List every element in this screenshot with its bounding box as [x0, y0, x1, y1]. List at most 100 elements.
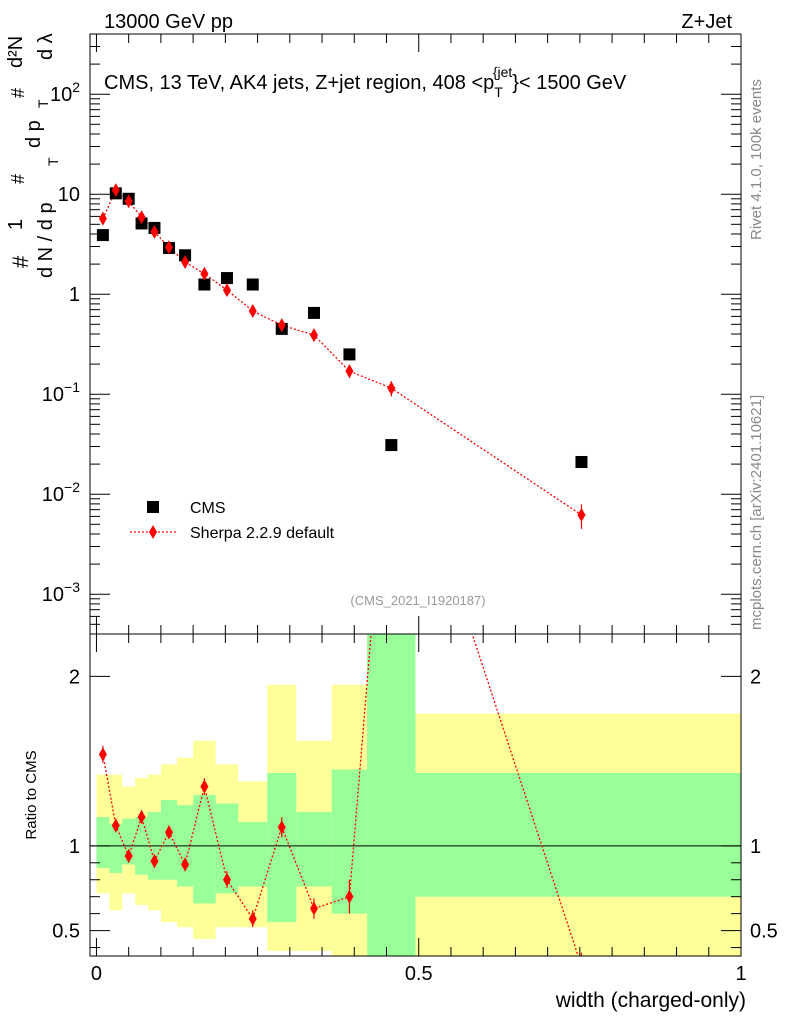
- y-axis-label: # 1 d N / d p T # d p T # d²N d λ: [5, 33, 61, 278]
- uncertainty-bands: [96, 634, 741, 956]
- y-label-hash-3: #: [8, 88, 28, 98]
- y-tick-label: 10−3: [42, 579, 80, 606]
- y-tick-label-exponent: 2: [72, 79, 80, 95]
- sherpa-point: [222, 283, 231, 298]
- inner-uncertainty-band: [415, 772, 741, 897]
- inner-uncertainty-band: [296, 811, 332, 887]
- inner-uncertainty-band: [267, 772, 297, 923]
- sherpa-point: [387, 381, 396, 396]
- ratio-point: [200, 779, 209, 794]
- y-label-den2: d p: [23, 120, 45, 148]
- y-label-hash-2: #: [8, 174, 28, 184]
- ratio-y-tick-label-right: 2: [750, 666, 761, 688]
- y-tick-label-mantissa: 10: [42, 384, 64, 406]
- ratio-point: [111, 818, 120, 833]
- chart-title-prefix: CMS, 13 TeV, AK4 jets, Z+jet region, 408…: [104, 72, 494, 94]
- ratio-point: [277, 820, 286, 835]
- ratio-frame: [89, 633, 742, 957]
- ratio-point: [181, 857, 190, 872]
- ratio-y-tick-label: 1: [69, 836, 80, 858]
- y-label-one: 1: [5, 219, 27, 230]
- ratio-point: [98, 747, 107, 762]
- y-tick-label-mantissa: 1: [69, 284, 80, 306]
- inner-uncertainty-band: [160, 800, 178, 880]
- legend-cms-label: CMS: [190, 500, 226, 517]
- chart-title-suffix: }< 1500 GeV: [512, 72, 627, 94]
- x-tick-label: 1: [735, 963, 746, 985]
- ratio-point: [248, 911, 257, 926]
- y-label-dlambda: d λ: [35, 33, 57, 60]
- main-plot-panel: 13000 GeV pp Z+Jet CMS, 13 TeV, AK4 jets…: [5, 11, 742, 635]
- legend: CMS Sherpa 2.2.9 default: [130, 500, 335, 542]
- y-tick-label-exponent: −3: [64, 579, 80, 595]
- ratio-y-tick-label-right: 1: [750, 836, 761, 858]
- cms-data-point: [198, 278, 211, 291]
- sherpa-point: [277, 318, 286, 333]
- y-tick-label-mantissa: 10: [50, 84, 72, 106]
- y-label-denominator: d N / d p: [35, 202, 57, 278]
- ratio-point: [124, 849, 133, 864]
- mcplots-label: mcplots.cern.ch [arXiv:2401.10621]: [748, 395, 765, 630]
- sherpa-point: [248, 303, 257, 318]
- header-right-label: Z+Jet: [681, 11, 732, 33]
- inner-uncertainty-band: [193, 795, 216, 904]
- y-tick-label-exponent: −1: [64, 379, 80, 395]
- inner-uncertainty-band: [215, 803, 239, 894]
- bottom-ticks: [90, 634, 742, 956]
- ratio-point: [222, 872, 231, 887]
- analysis-watermark: (CMS_2021_I1920187): [350, 593, 485, 608]
- x-tick-label: 0: [91, 963, 102, 985]
- sherpa-point: [98, 211, 107, 226]
- ratio-point: [164, 825, 173, 840]
- sherpa-point: [137, 210, 146, 225]
- y-tick-label: 102: [50, 79, 80, 106]
- ratio-point: [150, 854, 159, 869]
- header-left-label: 13000 GeV pp: [104, 11, 233, 33]
- inner-uncertainty-band: [109, 823, 123, 873]
- sherpa-point: [164, 240, 173, 255]
- cms-data-point: [246, 278, 259, 291]
- sherpa-line: [102, 189, 582, 516]
- cms-data-point: [220, 272, 233, 285]
- sherpa-point: [150, 224, 159, 239]
- ratio-panel: 0.5 0.51 12 20 0.5 1 Ratio to CMS width (char…: [23, 633, 778, 1012]
- cms-data-point: [343, 348, 356, 361]
- y-tick-label: 1: [69, 284, 80, 306]
- sherpa-point: [309, 328, 318, 343]
- legend-cms-marker: [147, 501, 159, 513]
- chart-title: CMS, 13 TeV, AK4 jets, Z+jet region, 408…: [104, 64, 627, 100]
- y-label-den2-sub: T: [35, 99, 51, 108]
- inner-uncertainty-band: [238, 822, 268, 887]
- cms-data-point: [575, 455, 588, 468]
- top-ticks: [90, 33, 742, 635]
- inner-uncertainty-band: [367, 634, 416, 956]
- y-label-numerator: d²N: [5, 36, 27, 68]
- ratio-y-tick-label-right: 0.5: [750, 921, 778, 943]
- y-tick-label-exponent: −2: [64, 479, 80, 495]
- cms-data-point: [385, 439, 398, 452]
- y-label-sub-t: T: [45, 157, 61, 166]
- x-axis-label: width (charged-only): [555, 989, 746, 1012]
- y-tick-label: 10−1: [42, 379, 80, 406]
- y-label-hash-1: #: [8, 255, 33, 268]
- sherpa-point: [345, 364, 354, 379]
- y-tick-label-mantissa: 10: [42, 584, 64, 606]
- chart-title-sup: {jet: [493, 64, 513, 80]
- ratio-y-tick-label: 0.5: [52, 921, 80, 943]
- sherpa-point: [577, 507, 586, 522]
- ratio-point: [345, 889, 354, 904]
- y-tick-label: 10−2: [42, 479, 80, 506]
- inner-uncertainty-band: [96, 817, 110, 868]
- y-tick-label-mantissa: 10: [58, 184, 80, 206]
- ratio-y-axis-label: Ratio to CMS: [23, 750, 40, 839]
- inner-uncertainty-band: [122, 818, 136, 865]
- ratio-point: [309, 901, 318, 916]
- sherpa-point: [200, 266, 209, 281]
- y-tick-label: 10: [58, 184, 80, 206]
- ratio-marks: [98, 634, 583, 956]
- sherpa-point: [181, 254, 190, 269]
- rivet-version-label: Rivet 4.1.0, 100k events: [748, 79, 765, 240]
- x-tick-label: 0.5: [405, 963, 433, 985]
